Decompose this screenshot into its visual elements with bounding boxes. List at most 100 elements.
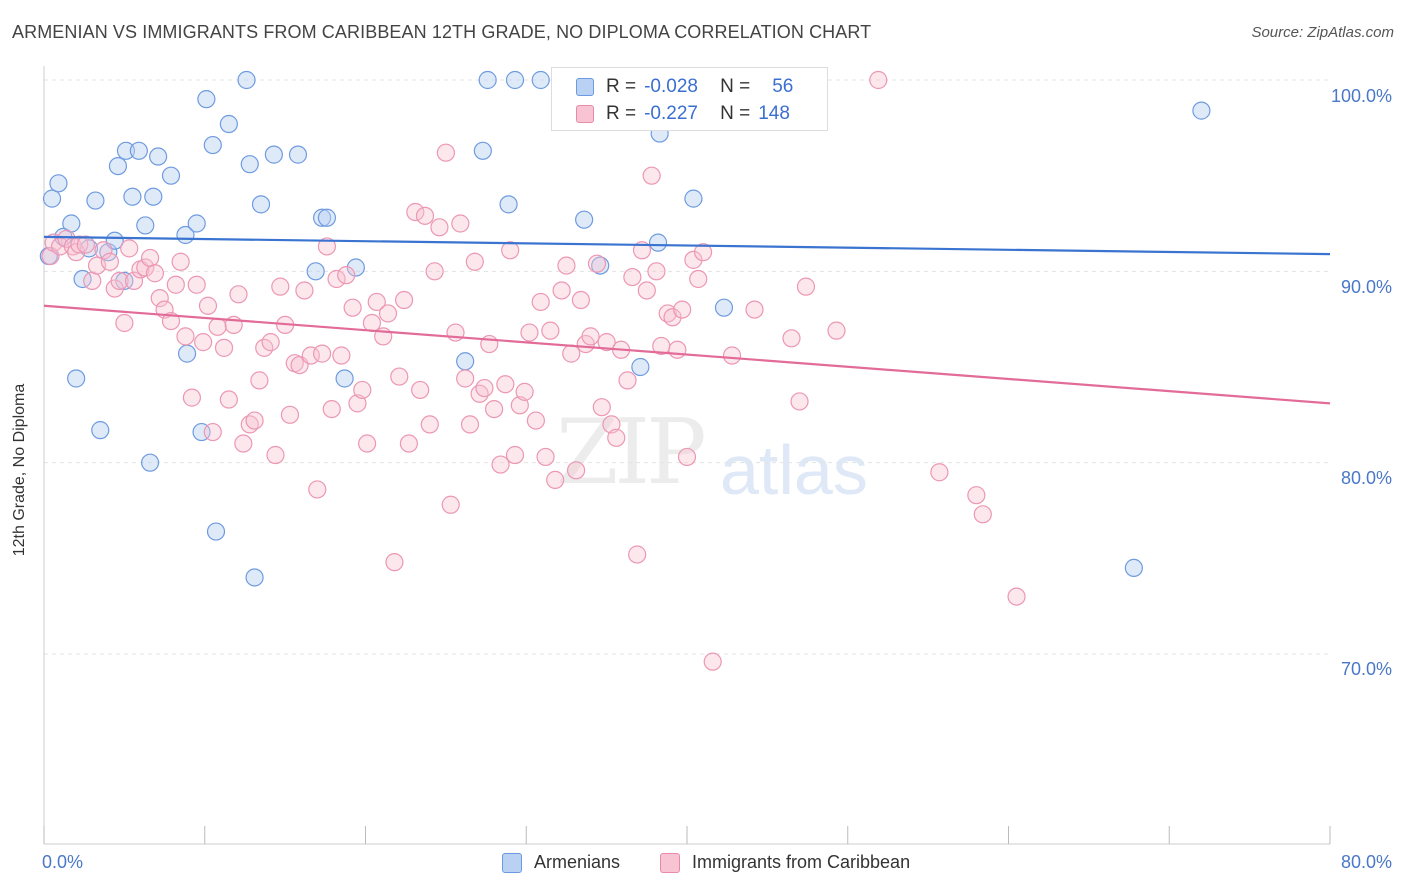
caribbean-point	[378, 304, 398, 323]
caribbean-point	[436, 143, 455, 162]
armenian-point	[161, 166, 181, 185]
legend-n-label: N =	[720, 76, 751, 97]
armenian-point	[42, 189, 62, 208]
bottom-legend: Armenians Immigrants from Caribbean	[0, 852, 1406, 878]
armenian-point	[714, 298, 734, 317]
caribbean-point	[208, 317, 227, 336]
armenian-point	[115, 271, 134, 290]
caribbean-point	[930, 463, 949, 482]
caribbean-point	[280, 405, 300, 424]
armenian-point	[197, 90, 216, 109]
caribbean-point	[827, 321, 846, 340]
armenian-point	[203, 135, 222, 155]
armenian-point	[631, 357, 650, 377]
armenian-point	[237, 70, 256, 90]
caribbean-point	[229, 285, 248, 304]
legend-r-label: R =	[606, 103, 637, 124]
y-axis-label: 12th Grade, No Diploma	[11, 383, 28, 557]
caribbean-point	[214, 338, 234, 357]
armenian-point	[575, 210, 594, 229]
caribbean-point	[187, 275, 206, 294]
armenian-point	[149, 147, 168, 166]
armenian-point	[91, 421, 110, 440]
caribbean-point	[790, 392, 809, 411]
armenian-point	[1192, 101, 1211, 120]
caribbean-point	[510, 396, 529, 415]
caribbean-point	[637, 281, 656, 300]
watermark-atlas: atlas	[720, 431, 868, 509]
caribbean-point	[100, 252, 120, 271]
caribbean-point	[722, 346, 742, 365]
caribbean-point	[541, 321, 560, 340]
caribbean-point	[399, 434, 419, 453]
caribbean-trend-line	[43, 304, 1331, 405]
caribbean-point	[515, 382, 534, 401]
caribbean-point	[745, 300, 764, 319]
caribbean-point	[219, 390, 238, 409]
legend-r-value: -0.227	[644, 103, 698, 124]
bottom-legend-swatch-pink	[660, 852, 680, 873]
legend-r-label: R =	[606, 76, 637, 97]
caribbean-point	[308, 480, 327, 499]
caribbean-point	[150, 289, 169, 308]
bottom-legend-caribbean: Immigrants from Caribbean	[660, 852, 910, 873]
source-label: Source: ZipAtlas.com	[1251, 24, 1394, 41]
caribbean-point	[557, 256, 576, 275]
caribbean-point	[451, 214, 470, 233]
caribbean-point	[394, 290, 414, 310]
bottom-legend-armenians: Armenians	[502, 852, 620, 873]
caribbean-point	[460, 415, 480, 434]
caribbean-point	[332, 346, 351, 365]
armenian-point	[108, 157, 128, 176]
armenian-point	[144, 187, 163, 206]
caribbean-point	[411, 380, 430, 400]
armenian-point	[312, 208, 332, 227]
caribbean-point	[94, 241, 113, 260]
caribbean-point	[234, 434, 253, 453]
caribbean-point	[327, 269, 346, 289]
chart-title: ARMENIAN VS IMMIGRANTS FROM CARIBBEAN 12…	[12, 22, 872, 42]
caribbean-point	[136, 258, 155, 277]
caribbean-point	[581, 327, 600, 346]
y-tick-label-70: 70.0%	[1340, 659, 1392, 679]
armenian-point	[335, 369, 354, 388]
caribbean-point	[546, 470, 565, 489]
caribbean-point	[362, 313, 382, 333]
caribbean-point	[531, 292, 550, 312]
armenian-point	[123, 187, 142, 206]
armenian-point	[684, 189, 703, 208]
caribbean-point	[496, 375, 515, 394]
armenian-point	[177, 344, 197, 363]
caribbean-point	[684, 250, 703, 269]
armenian-point	[317, 208, 337, 227]
armenian-point	[456, 352, 475, 371]
caribbean-point	[166, 275, 185, 294]
watermark-zip: ZIP	[556, 400, 707, 505]
legend-row-caribbean: R = -0.227 N = 148	[576, 102, 790, 126]
caribbean-point	[562, 344, 581, 363]
armenian-point	[240, 155, 259, 174]
caribbean-point	[425, 262, 444, 281]
armenian-point	[306, 262, 325, 281]
caribbean-point	[250, 371, 269, 390]
bottom-legend-swatch-blue	[502, 852, 522, 873]
caribbean-point	[420, 415, 439, 434]
caribbean-point	[120, 239, 139, 258]
caribbean-point	[592, 398, 611, 417]
caribbean-point	[491, 455, 510, 474]
caribbean-point	[520, 323, 539, 342]
caribbean-point	[390, 367, 409, 386]
legend-r-value: -0.028	[644, 76, 698, 97]
caribbean-point	[552, 281, 571, 300]
caribbean-point	[597, 333, 616, 352]
caribbean-point	[668, 340, 687, 359]
caribbean-point	[501, 241, 520, 260]
armenian-point	[264, 145, 283, 164]
armenian-point	[62, 214, 81, 233]
armenian-point	[499, 195, 518, 214]
caribbean-point	[566, 461, 586, 480]
armenian-point	[473, 141, 492, 160]
armenian-point	[140, 453, 160, 472]
armenian-point	[288, 145, 308, 164]
